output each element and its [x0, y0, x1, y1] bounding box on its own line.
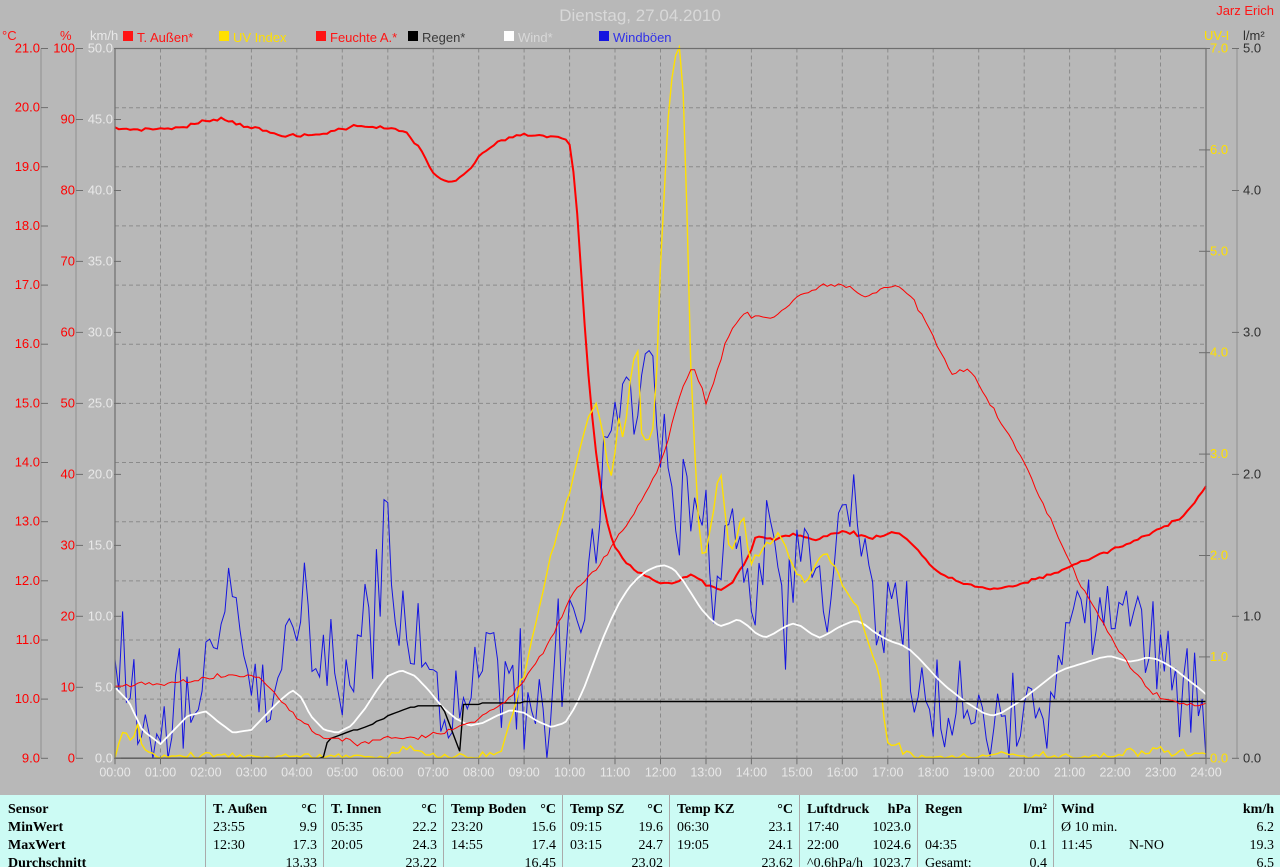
svg-text:23:00: 23:00	[1145, 765, 1176, 779]
svg-text:17.0: 17.0	[15, 277, 40, 292]
svg-text:10: 10	[61, 679, 75, 694]
svg-text:20.0: 20.0	[88, 466, 113, 481]
svg-text:07:00: 07:00	[418, 765, 449, 779]
svg-text:05:00: 05:00	[327, 765, 358, 779]
svg-text:09:00: 09:00	[508, 765, 539, 779]
svg-text:0.0: 0.0	[1243, 750, 1261, 765]
svg-text:15:00: 15:00	[781, 765, 812, 779]
svg-text:24:00: 24:00	[1190, 765, 1221, 779]
svg-text:25.0: 25.0	[88, 395, 113, 410]
svg-text:19.0: 19.0	[15, 159, 40, 174]
svg-text:12.0: 12.0	[15, 573, 40, 588]
svg-text:04:00: 04:00	[281, 765, 312, 779]
svg-text:13:00: 13:00	[690, 765, 721, 779]
svg-text:0.0: 0.0	[1210, 750, 1228, 765]
svg-text:13.0: 13.0	[15, 514, 40, 529]
svg-text:60: 60	[61, 324, 75, 339]
svg-text:22:00: 22:00	[1099, 765, 1130, 779]
svg-text:20:00: 20:00	[1009, 765, 1040, 779]
svg-text:4.0: 4.0	[1243, 183, 1261, 198]
svg-text:18:00: 18:00	[918, 765, 949, 779]
svg-text:5.0: 5.0	[1210, 243, 1228, 258]
svg-text:40.0: 40.0	[88, 183, 113, 198]
svg-text:0.0: 0.0	[95, 750, 113, 765]
svg-text:3.0: 3.0	[1210, 446, 1228, 461]
svg-text:7.0: 7.0	[1210, 41, 1228, 56]
svg-text:11.0: 11.0	[16, 632, 40, 647]
svg-text:16.0: 16.0	[15, 336, 40, 351]
svg-text:3.0: 3.0	[1243, 324, 1261, 339]
svg-text:02:00: 02:00	[190, 765, 221, 779]
svg-text:06:00: 06:00	[372, 765, 403, 779]
svg-text:20.0: 20.0	[15, 100, 40, 115]
svg-text:1.0: 1.0	[1210, 649, 1228, 664]
svg-text:21.0: 21.0	[15, 41, 40, 56]
svg-text:15.0: 15.0	[15, 395, 40, 410]
svg-text:45.0: 45.0	[88, 112, 113, 127]
svg-text:80: 80	[61, 183, 75, 198]
svg-text:2.0: 2.0	[1210, 548, 1228, 563]
svg-text:5.0: 5.0	[1243, 41, 1261, 56]
svg-text:6.0: 6.0	[1210, 142, 1228, 157]
svg-text:70: 70	[61, 253, 75, 268]
svg-text:40: 40	[61, 466, 75, 481]
svg-text:9.0: 9.0	[22, 750, 40, 765]
svg-text:16:00: 16:00	[827, 765, 858, 779]
svg-text:18.0: 18.0	[15, 218, 40, 233]
svg-text:12:00: 12:00	[645, 765, 676, 779]
svg-text:1.0: 1.0	[1243, 608, 1261, 623]
svg-text:100: 100	[53, 41, 75, 56]
svg-text:30.0: 30.0	[88, 324, 113, 339]
svg-text:0: 0	[68, 750, 75, 765]
svg-text:30: 30	[61, 537, 75, 552]
svg-text:5.0: 5.0	[95, 679, 113, 694]
svg-text:20: 20	[61, 608, 75, 623]
svg-text:21:00: 21:00	[1054, 765, 1085, 779]
svg-text:00:00: 00:00	[99, 765, 130, 779]
svg-text:10:00: 10:00	[554, 765, 585, 779]
svg-text:08:00: 08:00	[463, 765, 494, 779]
svg-text:17:00: 17:00	[872, 765, 903, 779]
svg-text:14:00: 14:00	[736, 765, 767, 779]
svg-text:15.0: 15.0	[88, 537, 113, 552]
svg-text:50: 50	[61, 395, 75, 410]
svg-text:35.0: 35.0	[88, 253, 113, 268]
svg-text:2.0: 2.0	[1243, 466, 1261, 481]
svg-text:4.0: 4.0	[1210, 345, 1228, 360]
svg-text:10.0: 10.0	[88, 608, 113, 623]
svg-text:50.0: 50.0	[88, 41, 113, 56]
svg-text:90: 90	[61, 112, 75, 127]
svg-text:19:00: 19:00	[963, 765, 994, 779]
svg-text:14.0: 14.0	[15, 455, 40, 470]
svg-text:11:00: 11:00	[600, 765, 630, 779]
svg-text:10.0: 10.0	[15, 691, 40, 706]
svg-text:01:00: 01:00	[145, 765, 176, 779]
svg-text:03:00: 03:00	[236, 765, 267, 779]
